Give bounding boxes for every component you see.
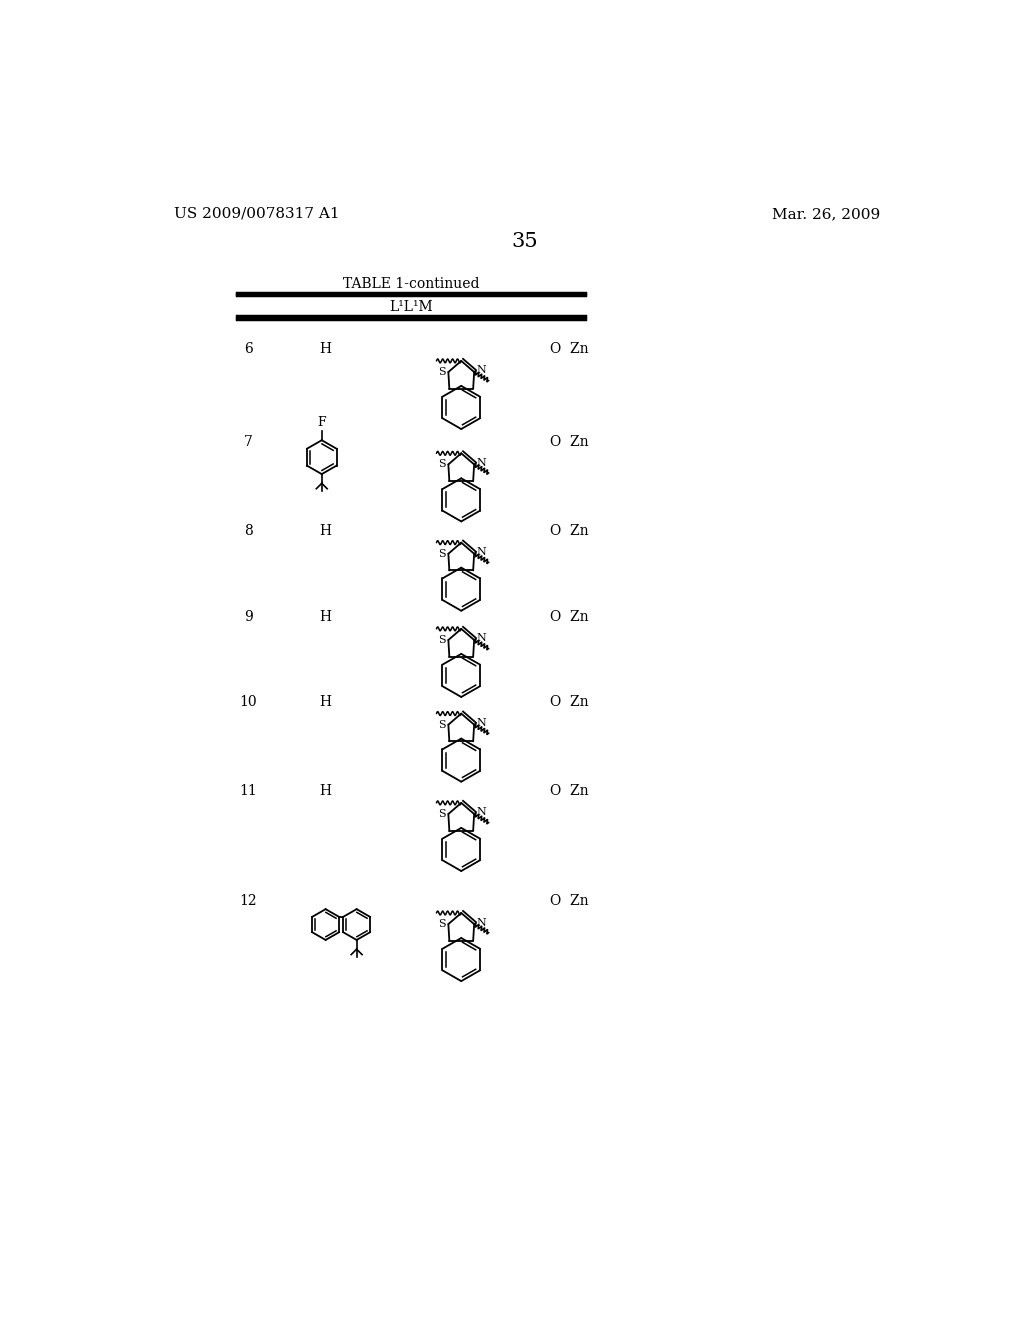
- Text: 11: 11: [240, 784, 257, 799]
- Text: L¹L¹M: L¹L¹M: [389, 300, 433, 314]
- Text: S: S: [437, 367, 445, 378]
- Text: O  Zn: O Zn: [550, 784, 589, 799]
- Text: O  Zn: O Zn: [550, 696, 589, 709]
- Text: S: S: [437, 809, 445, 818]
- Text: N: N: [476, 458, 486, 467]
- Text: S: S: [437, 549, 445, 558]
- Text: S: S: [437, 919, 445, 929]
- Text: 8: 8: [244, 524, 253, 539]
- Text: TABLE 1-continued: TABLE 1-continued: [343, 277, 479, 290]
- Text: N: N: [476, 548, 486, 557]
- Text: 10: 10: [240, 696, 257, 709]
- Text: O  Zn: O Zn: [550, 895, 589, 908]
- Text: Mar. 26, 2009: Mar. 26, 2009: [771, 207, 880, 220]
- Text: N: N: [476, 634, 486, 643]
- Text: 12: 12: [240, 895, 257, 908]
- Text: F: F: [317, 416, 326, 429]
- Text: US 2009/0078317 A1: US 2009/0078317 A1: [174, 207, 340, 220]
- Text: 7: 7: [244, 434, 253, 449]
- Text: 6: 6: [244, 342, 253, 356]
- Text: H: H: [319, 524, 332, 539]
- Text: S: S: [437, 719, 445, 730]
- Text: O  Zn: O Zn: [550, 342, 589, 356]
- Text: N: N: [476, 917, 486, 928]
- Text: O  Zn: O Zn: [550, 524, 589, 539]
- Text: H: H: [319, 784, 332, 799]
- Text: H: H: [319, 610, 332, 624]
- Text: 9: 9: [244, 610, 253, 624]
- Text: N: N: [476, 808, 486, 817]
- Text: H: H: [319, 342, 332, 356]
- Text: N: N: [476, 718, 486, 729]
- Text: O  Zn: O Zn: [550, 610, 589, 624]
- Text: N: N: [476, 366, 486, 375]
- Text: S: S: [437, 635, 445, 645]
- Text: H: H: [319, 696, 332, 709]
- Text: O  Zn: O Zn: [550, 434, 589, 449]
- Text: 35: 35: [511, 232, 539, 251]
- Text: S: S: [437, 459, 445, 470]
